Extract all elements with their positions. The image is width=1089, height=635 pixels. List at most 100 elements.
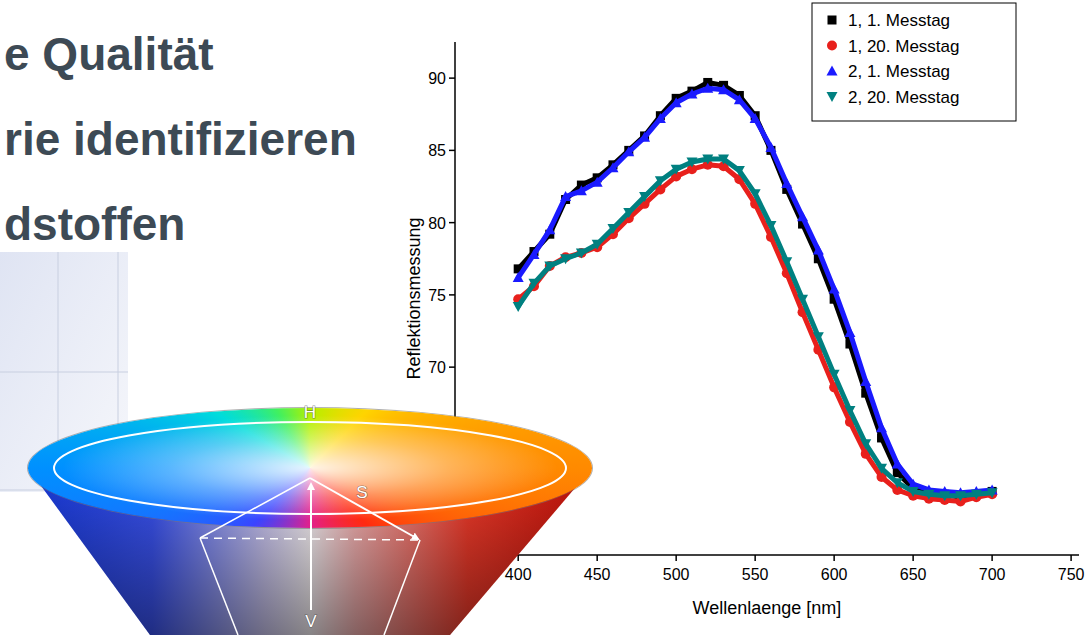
data-point — [908, 487, 919, 497]
data-point — [671, 165, 682, 175]
data-point — [734, 166, 745, 176]
data-point — [781, 257, 792, 267]
x-tick-label: 650 — [900, 566, 927, 583]
series-line — [518, 88, 992, 493]
data-point — [750, 113, 761, 123]
data-point — [513, 272, 524, 282]
x-tick-label: 550 — [742, 566, 769, 583]
x-tick-label: 600 — [821, 566, 848, 583]
x-tick-label: 400 — [505, 566, 532, 583]
data-point — [592, 240, 603, 250]
series-line — [518, 82, 992, 497]
slide-title-line: rie identifizieren — [4, 113, 357, 165]
data-point — [623, 146, 634, 156]
data-point — [844, 406, 855, 416]
data-point — [750, 189, 761, 199]
side-panel-grid — [0, 372, 128, 373]
x-tick-label: 450 — [584, 566, 611, 583]
data-point — [876, 464, 887, 474]
legend-marker — [827, 92, 838, 102]
legend: 1, 1. Messtag1, 20. Messtag2, 1. Messtag… — [812, 3, 1016, 121]
x-tick-label: 700 — [979, 566, 1006, 583]
y-tick — [449, 150, 455, 152]
data-point — [576, 185, 587, 195]
y-tick-label: 90 — [428, 70, 446, 87]
series-line — [518, 165, 992, 502]
x-axis-title: Wellenlaenge [nm] — [693, 598, 842, 618]
cone-layer: H S V — [0, 0, 1089, 635]
y-tick — [449, 77, 455, 79]
data-point — [639, 192, 650, 202]
data-point — [829, 370, 840, 380]
y-tick-label: 70 — [428, 359, 446, 376]
data-point — [655, 176, 666, 186]
hsv-label: S — [356, 483, 367, 502]
legend-label: 2, 20. Messtag — [848, 88, 960, 107]
data-point — [813, 245, 824, 255]
data-point — [528, 279, 539, 289]
data-point — [718, 84, 729, 94]
y-tick — [449, 294, 455, 296]
data-point — [829, 284, 840, 294]
data-point — [939, 491, 950, 501]
y-tick — [449, 366, 455, 368]
data-point — [671, 97, 682, 107]
y-tick-label: 80 — [428, 215, 446, 232]
saturation-arrow — [310, 478, 418, 539]
legend-box — [812, 3, 1016, 121]
data-point — [686, 157, 697, 167]
y-tick-label: 85 — [428, 142, 446, 159]
data-point — [607, 224, 618, 234]
series-line — [518, 159, 992, 496]
x-tick — [991, 555, 993, 561]
series — [513, 83, 998, 498]
data-point — [544, 224, 555, 234]
data-point — [797, 295, 808, 305]
data-point — [655, 113, 666, 123]
data-point — [860, 439, 871, 449]
x-tick — [754, 555, 756, 561]
series — [513, 155, 998, 502]
x-tick-label: 500 — [663, 566, 690, 583]
legend-marker — [827, 66, 838, 76]
x-tick — [912, 555, 914, 561]
data-point — [560, 254, 571, 264]
legend-label: 1, 20. Messtag — [848, 37, 960, 56]
x-axis-line — [455, 554, 1079, 556]
data-point — [560, 191, 571, 201]
data-point — [813, 332, 824, 342]
series — [514, 78, 997, 502]
data-point — [718, 155, 729, 165]
data-point — [686, 89, 697, 99]
data-point — [623, 208, 634, 218]
x-tick — [596, 555, 598, 561]
data-point — [702, 83, 713, 93]
data-point — [734, 94, 745, 104]
data-point — [544, 261, 555, 271]
data-point — [607, 162, 618, 172]
data-point — [955, 491, 966, 501]
cone-edge — [200, 478, 310, 538]
data-point — [576, 248, 587, 258]
data-point — [971, 490, 982, 500]
plot-area — [513, 78, 998, 507]
slide-title-line: dstoffen — [4, 198, 185, 250]
y-tick-label: 75 — [428, 287, 446, 304]
x-tick — [1070, 555, 1072, 561]
hsv-label: H — [304, 403, 316, 422]
data-point — [797, 211, 808, 221]
cone-edge — [200, 538, 238, 635]
hsv-label: V — [305, 612, 317, 631]
legend-label: 2, 1. Messtag — [848, 62, 950, 81]
data-point — [923, 490, 934, 500]
x-tick — [675, 555, 677, 561]
data-point — [765, 142, 776, 152]
value-arrow — [310, 484, 312, 610]
data-point — [987, 488, 998, 498]
data-point — [781, 178, 792, 188]
data-point — [528, 249, 539, 259]
data-point — [876, 422, 887, 432]
data-point — [892, 458, 903, 468]
slide: e Qualitätrie identifizierendstoffen7075… — [0, 0, 1089, 635]
y-tick — [449, 222, 455, 224]
